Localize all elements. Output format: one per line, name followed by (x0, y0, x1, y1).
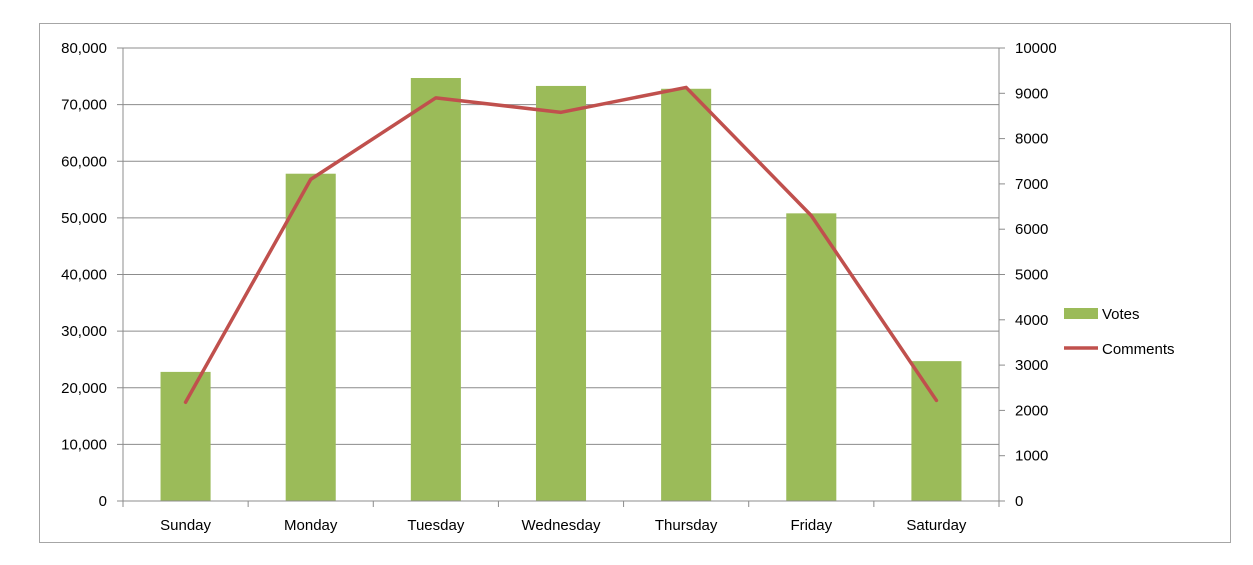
tick-labels: 0 10,000 20,000 30,000 40,000 50,000 60,000 70,… (61, 40, 1057, 534)
legend-votes-swatch (1064, 308, 1098, 319)
left-tick-label: 10,000 (61, 436, 107, 453)
x-category-label: Wednesday (522, 517, 601, 534)
left-tick-label: 40,000 (61, 267, 107, 284)
legend: Votes Comments (1064, 306, 1175, 358)
left-tick-label: 60,000 (61, 153, 107, 170)
comments-line (183, 85, 939, 404)
left-tick-label: 30,000 (61, 323, 107, 340)
right-tick-label: 10000 (1015, 40, 1057, 57)
votes-bar (786, 213, 837, 501)
votes-bar (285, 173, 336, 501)
legend-votes-label: Votes (1102, 306, 1140, 323)
votes-bar (160, 371, 211, 501)
axes (117, 47, 1005, 507)
right-tick-label: 4000 (1015, 312, 1048, 329)
left-tick-label: 20,000 (61, 380, 107, 397)
votes-bar (911, 361, 962, 501)
x-category-label: Saturday (906, 517, 967, 534)
right-tick-label: 5000 (1015, 267, 1048, 284)
x-category-label: Thursday (655, 517, 718, 534)
legend-comments-label: Comments (1102, 341, 1175, 358)
right-tick-label: 0 (1015, 493, 1023, 510)
left-tick-label: 80,000 (61, 40, 107, 57)
x-category-label: Monday (284, 517, 338, 534)
left-tick-label: 70,000 (61, 97, 107, 114)
x-category-label: Friday (790, 517, 832, 534)
votes-bar (535, 85, 587, 501)
x-category-label: Tuesday (407, 517, 464, 534)
left-tick-label: 50,000 (61, 210, 107, 227)
right-tick-label: 9000 (1015, 85, 1048, 102)
votes-bar (410, 78, 461, 501)
right-tick-label: 8000 (1015, 131, 1048, 148)
x-category-label: Sunday (160, 517, 211, 534)
left-tick-label: 0 (99, 493, 107, 510)
right-tick-label: 6000 (1015, 221, 1048, 238)
votes-bars (160, 78, 962, 502)
right-tick-label: 1000 (1015, 448, 1048, 465)
chart-frame (39, 23, 1231, 543)
right-tick-label: 2000 (1015, 402, 1048, 419)
right-tick-label: 3000 (1015, 357, 1048, 374)
right-tick-label: 7000 (1015, 176, 1048, 193)
votes-bar (661, 88, 712, 502)
